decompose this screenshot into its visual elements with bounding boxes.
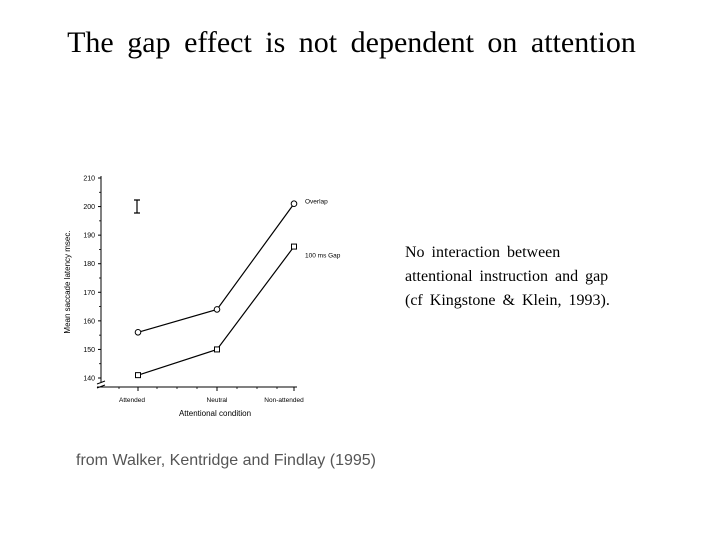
y-tick-label: 140: [83, 376, 95, 383]
y-tick-label: 160: [83, 318, 95, 325]
note-line-2: attentional instruction and gap: [405, 268, 609, 285]
line-chart: 140 150 160 170 180 190 200 210 Attended Neutral N…: [63, 176, 341, 419]
note-line-1: No interaction between: [405, 244, 561, 261]
data-point-square: [291, 243, 297, 250]
y-tick-label: 190: [83, 233, 95, 240]
y-tick-label: 180: [83, 261, 95, 268]
note-line-3: (cf Kingstone & Klein, 1993).: [405, 292, 610, 309]
slide-title: The gap effect is not dependent on atten…: [67, 26, 636, 59]
chart-marks: Overlap 100 ms Gap: [134, 199, 341, 379]
source-citation: from Walker, Kentridge and Findlay (1995…: [76, 452, 376, 469]
series-label: Overlap: [305, 199, 328, 206]
series-label: 100 ms Gap: [305, 253, 341, 260]
data-point-circle: [213, 306, 221, 313]
x-tick-label: Neutral: [207, 397, 229, 404]
data-point-square: [135, 372, 141, 379]
note-text: No interaction between attentional instr…: [405, 241, 610, 313]
x-tick-label: Attended: [119, 397, 145, 404]
x-tick-label: Non-attended: [264, 397, 304, 404]
data-point-circle: [134, 328, 142, 336]
y-tick-label: 150: [83, 347, 95, 354]
series-line-0: [137, 203, 295, 333]
y-tick-label: 200: [83, 204, 95, 211]
y-tick-label: 170: [83, 290, 95, 297]
y-axis-title: Mean saccade latency msec.: [63, 230, 72, 333]
chart-axes: 140 150 160 170 180 190 200 210 Attended Neutral N…: [63, 176, 304, 419]
data-point-square: [214, 346, 220, 353]
axis-break-mark: [96, 380, 106, 389]
x-axis-title: Attentional condition: [179, 409, 251, 418]
y-tick-label: 210: [83, 176, 95, 183]
error-bar: [134, 199, 140, 214]
data-point-circle: [290, 200, 298, 208]
